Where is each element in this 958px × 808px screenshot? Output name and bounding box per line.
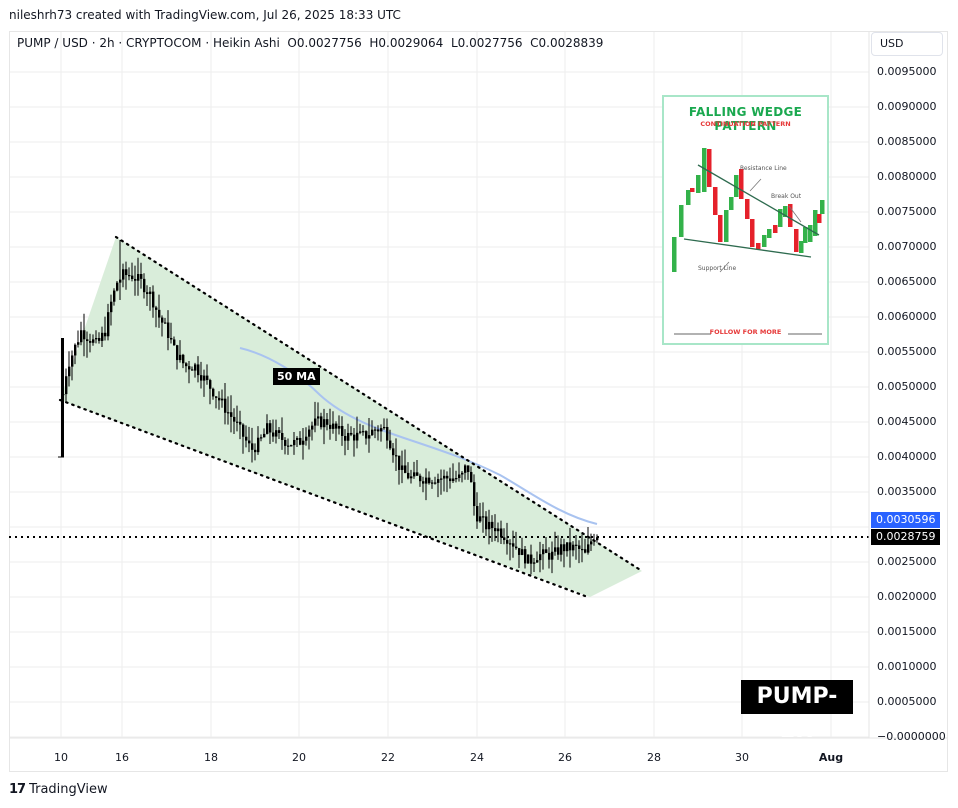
time-tick: 20 [292, 751, 306, 764]
price-tick: 0.0065000 [877, 275, 937, 288]
time-tick: 28 [647, 751, 661, 764]
inset-follow: FOLLOW FOR MORE [709, 328, 782, 336]
time-tick: 22 [381, 751, 395, 764]
time-tick: 18 [204, 751, 218, 764]
price-tick: 0.0055000 [877, 345, 937, 358]
wedge-resistance-line [114, 235, 644, 573]
ma-price-tag: 0.0030596 [871, 512, 940, 528]
candles [58, 240, 599, 575]
time-tick: 26 [558, 751, 572, 764]
price-tick: 0.0005000 [877, 695, 937, 708]
price-tick: 0.0020000 [877, 590, 937, 603]
price-tick: 0.0090000 [877, 100, 937, 113]
price-tick: 0.0025000 [877, 555, 937, 568]
price-tick: 0.0085000 [877, 135, 937, 148]
time-tick: 16 [115, 751, 129, 764]
inset-support-label: Support Line [698, 265, 737, 272]
inset-diagram [672, 148, 825, 335]
inset-resistance-label: Resistance Line [740, 165, 787, 172]
price-tick: 0.0045000 [877, 415, 937, 428]
chart-credit: nileshrh73 created with TradingView.com,… [9, 8, 401, 22]
time-tick: 30 [735, 751, 749, 764]
time-tick: 24 [470, 751, 484, 764]
symbol-legend[interactable]: PUMP / USD · 2h · CRYPTOCOM · Heikin Ash… [17, 36, 604, 50]
wedge-support-line [58, 398, 587, 598]
ma-label: 50 MA [273, 368, 320, 385]
price-tick: 0.0070000 [877, 240, 937, 253]
price-tick: 0.0015000 [877, 625, 937, 638]
price-tick: 0.0040000 [877, 450, 937, 463]
price-tick: 0.0035000 [877, 485, 937, 498]
currency-button[interactable]: USD [871, 32, 943, 56]
tradingview-logo-icon: 17 [9, 782, 26, 797]
price-tick: 0.0075000 [877, 205, 937, 218]
price-tick: 0.0050000 [877, 380, 937, 393]
symbol-badge: PUMP-2H [741, 680, 853, 743]
price-tick: 0.0095000 [877, 65, 937, 78]
footer-brand[interactable]: 17 TradingView [9, 782, 108, 797]
inset-breakout-label: Break Out [771, 193, 802, 200]
time-tick: 10 [54, 751, 68, 764]
falling-wedge-inset: FALLING WEDGE PATTERN CONTINUATION PATTE… [662, 95, 829, 345]
price-tick: −0.0000000 [877, 730, 946, 743]
price-tick: 0.0060000 [877, 310, 937, 323]
price-tick: 0.0080000 [877, 170, 937, 183]
inset-subtitle: CONTINUATION PATTERN [700, 120, 791, 128]
time-tick: Aug [818, 751, 844, 764]
last-price-tag: 0.0028759 [871, 529, 940, 545]
inset-title: FALLING WEDGE PATTERN [688, 105, 803, 133]
tradingview-brand-text: TradingView [29, 782, 108, 797]
price-tick: 0.0010000 [877, 660, 937, 673]
